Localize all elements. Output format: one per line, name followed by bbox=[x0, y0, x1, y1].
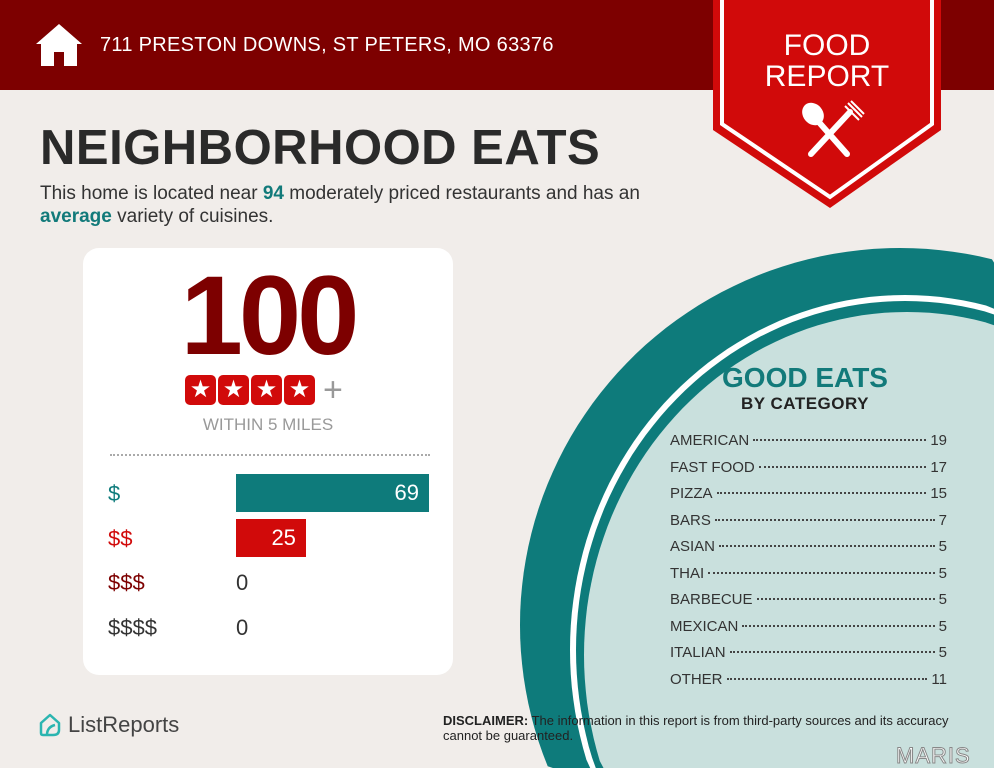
price-value: 0 bbox=[236, 570, 249, 595]
price-row: $69 bbox=[108, 474, 438, 512]
category-item: OTHER 11 bbox=[670, 671, 947, 698]
category-count: 7 bbox=[938, 511, 947, 529]
score-card: 100 ★ ★ ★ ★ + WITHIN 5 MILES $69 $$ 25 $$$ 0… bbox=[83, 248, 453, 675]
badge-title: FOOD REPORT bbox=[764, 29, 890, 93]
category-item: AMERICAN 19 bbox=[670, 432, 947, 459]
category-list: AMERICAN 19 FAST FOOD 17 PIZZA 15 BARS 7 ASIAN 5 T… bbox=[670, 432, 947, 697]
radius-label: WITHIN 5 MILES bbox=[202, 415, 334, 434]
category-name: OTHER bbox=[670, 670, 723, 688]
category-count: 5 bbox=[938, 591, 947, 608]
good-eats-heading: GOOD EATS BY CATEGORY bbox=[722, 362, 888, 413]
dot-leader bbox=[742, 624, 935, 627]
category-name: BARBECUE bbox=[670, 591, 753, 608]
star-icon: ★ bbox=[284, 375, 315, 405]
dot-leader bbox=[753, 439, 927, 441]
category-name: THAI bbox=[670, 564, 705, 582]
category-count: 5 bbox=[938, 538, 947, 555]
fork-spoon-icon bbox=[802, 100, 865, 157]
category-item: PIZZA 15 bbox=[670, 485, 947, 512]
price-label: $$$$ bbox=[108, 614, 157, 640]
dot-leader bbox=[719, 545, 935, 547]
price-label: $$$ bbox=[108, 570, 145, 595]
category-item: MEXICAN 5 bbox=[670, 618, 947, 645]
price-row: $$ 25 bbox=[108, 518, 438, 557]
circle-ring bbox=[584, 312, 994, 768]
price-label: $$ bbox=[108, 525, 133, 551]
listreports-logo: ListReports bbox=[38, 712, 179, 738]
food-report-badge bbox=[713, 0, 941, 208]
price-row: $$$ 0 bbox=[108, 563, 438, 601]
category-count: 11 bbox=[931, 670, 947, 688]
logo-icon bbox=[39, 713, 61, 737]
category-item: BARBECUE 5 bbox=[670, 591, 947, 618]
category-name: FAST FOOD bbox=[670, 458, 755, 476]
category-item: THAI 5 bbox=[670, 565, 947, 592]
category-name: PIZZA bbox=[670, 485, 713, 502]
maris-watermark: MARIS bbox=[896, 743, 971, 768]
category-count: 15 bbox=[930, 485, 947, 502]
category-name: ITALIAN bbox=[670, 644, 726, 661]
dot-leader bbox=[726, 677, 928, 680]
intro-text: This home is located near 94 moderately … bbox=[40, 183, 640, 227]
page-title: NEIGHBORHOOD EATS bbox=[40, 121, 601, 175]
plus-icon: + bbox=[323, 371, 343, 409]
dot-leader bbox=[756, 598, 935, 600]
category-item: FAST FOOD 17 bbox=[670, 459, 947, 486]
category-name: BARS bbox=[670, 511, 711, 529]
price-bar: 25 bbox=[236, 518, 306, 557]
dot-leader bbox=[729, 651, 935, 653]
category-name: ASIAN bbox=[670, 538, 716, 555]
category-count: 17 bbox=[930, 458, 947, 476]
dot-leader bbox=[758, 465, 927, 468]
category-name: MEXICAN bbox=[670, 617, 739, 635]
home-icon bbox=[36, 24, 82, 66]
star-icon: ★ bbox=[251, 375, 282, 405]
star-icon: ★ bbox=[185, 375, 216, 405]
price-row: $$$$ 0 bbox=[108, 608, 438, 646]
dot-leader bbox=[714, 518, 935, 521]
restaurant-count: 100 bbox=[180, 253, 360, 378]
category-item: BARS 7 bbox=[670, 512, 947, 539]
property-address: 711 PRESTON DOWNS, ST PETERS, MO 63376 bbox=[100, 34, 554, 56]
dot-leader bbox=[708, 571, 935, 574]
divider bbox=[110, 454, 430, 456]
category-item: ITALIAN 5 bbox=[670, 644, 947, 671]
category-item: ASIAN 5 bbox=[670, 538, 947, 565]
star-rating: ★ ★ ★ ★ + bbox=[185, 371, 343, 409]
category-count: 5 bbox=[938, 617, 947, 635]
disclaimer: DISCLAIMER: The information in this repo… bbox=[443, 713, 949, 743]
price-bar: 69 bbox=[236, 474, 429, 512]
category-name: AMERICAN bbox=[670, 432, 750, 449]
category-count: 5 bbox=[938, 644, 947, 661]
price-label: $ bbox=[108, 481, 121, 506]
dot-leader bbox=[716, 492, 927, 494]
price-value: 0 bbox=[236, 614, 249, 640]
category-count: 5 bbox=[938, 564, 947, 582]
category-count: 19 bbox=[930, 432, 947, 449]
star-icon: ★ bbox=[218, 375, 249, 405]
